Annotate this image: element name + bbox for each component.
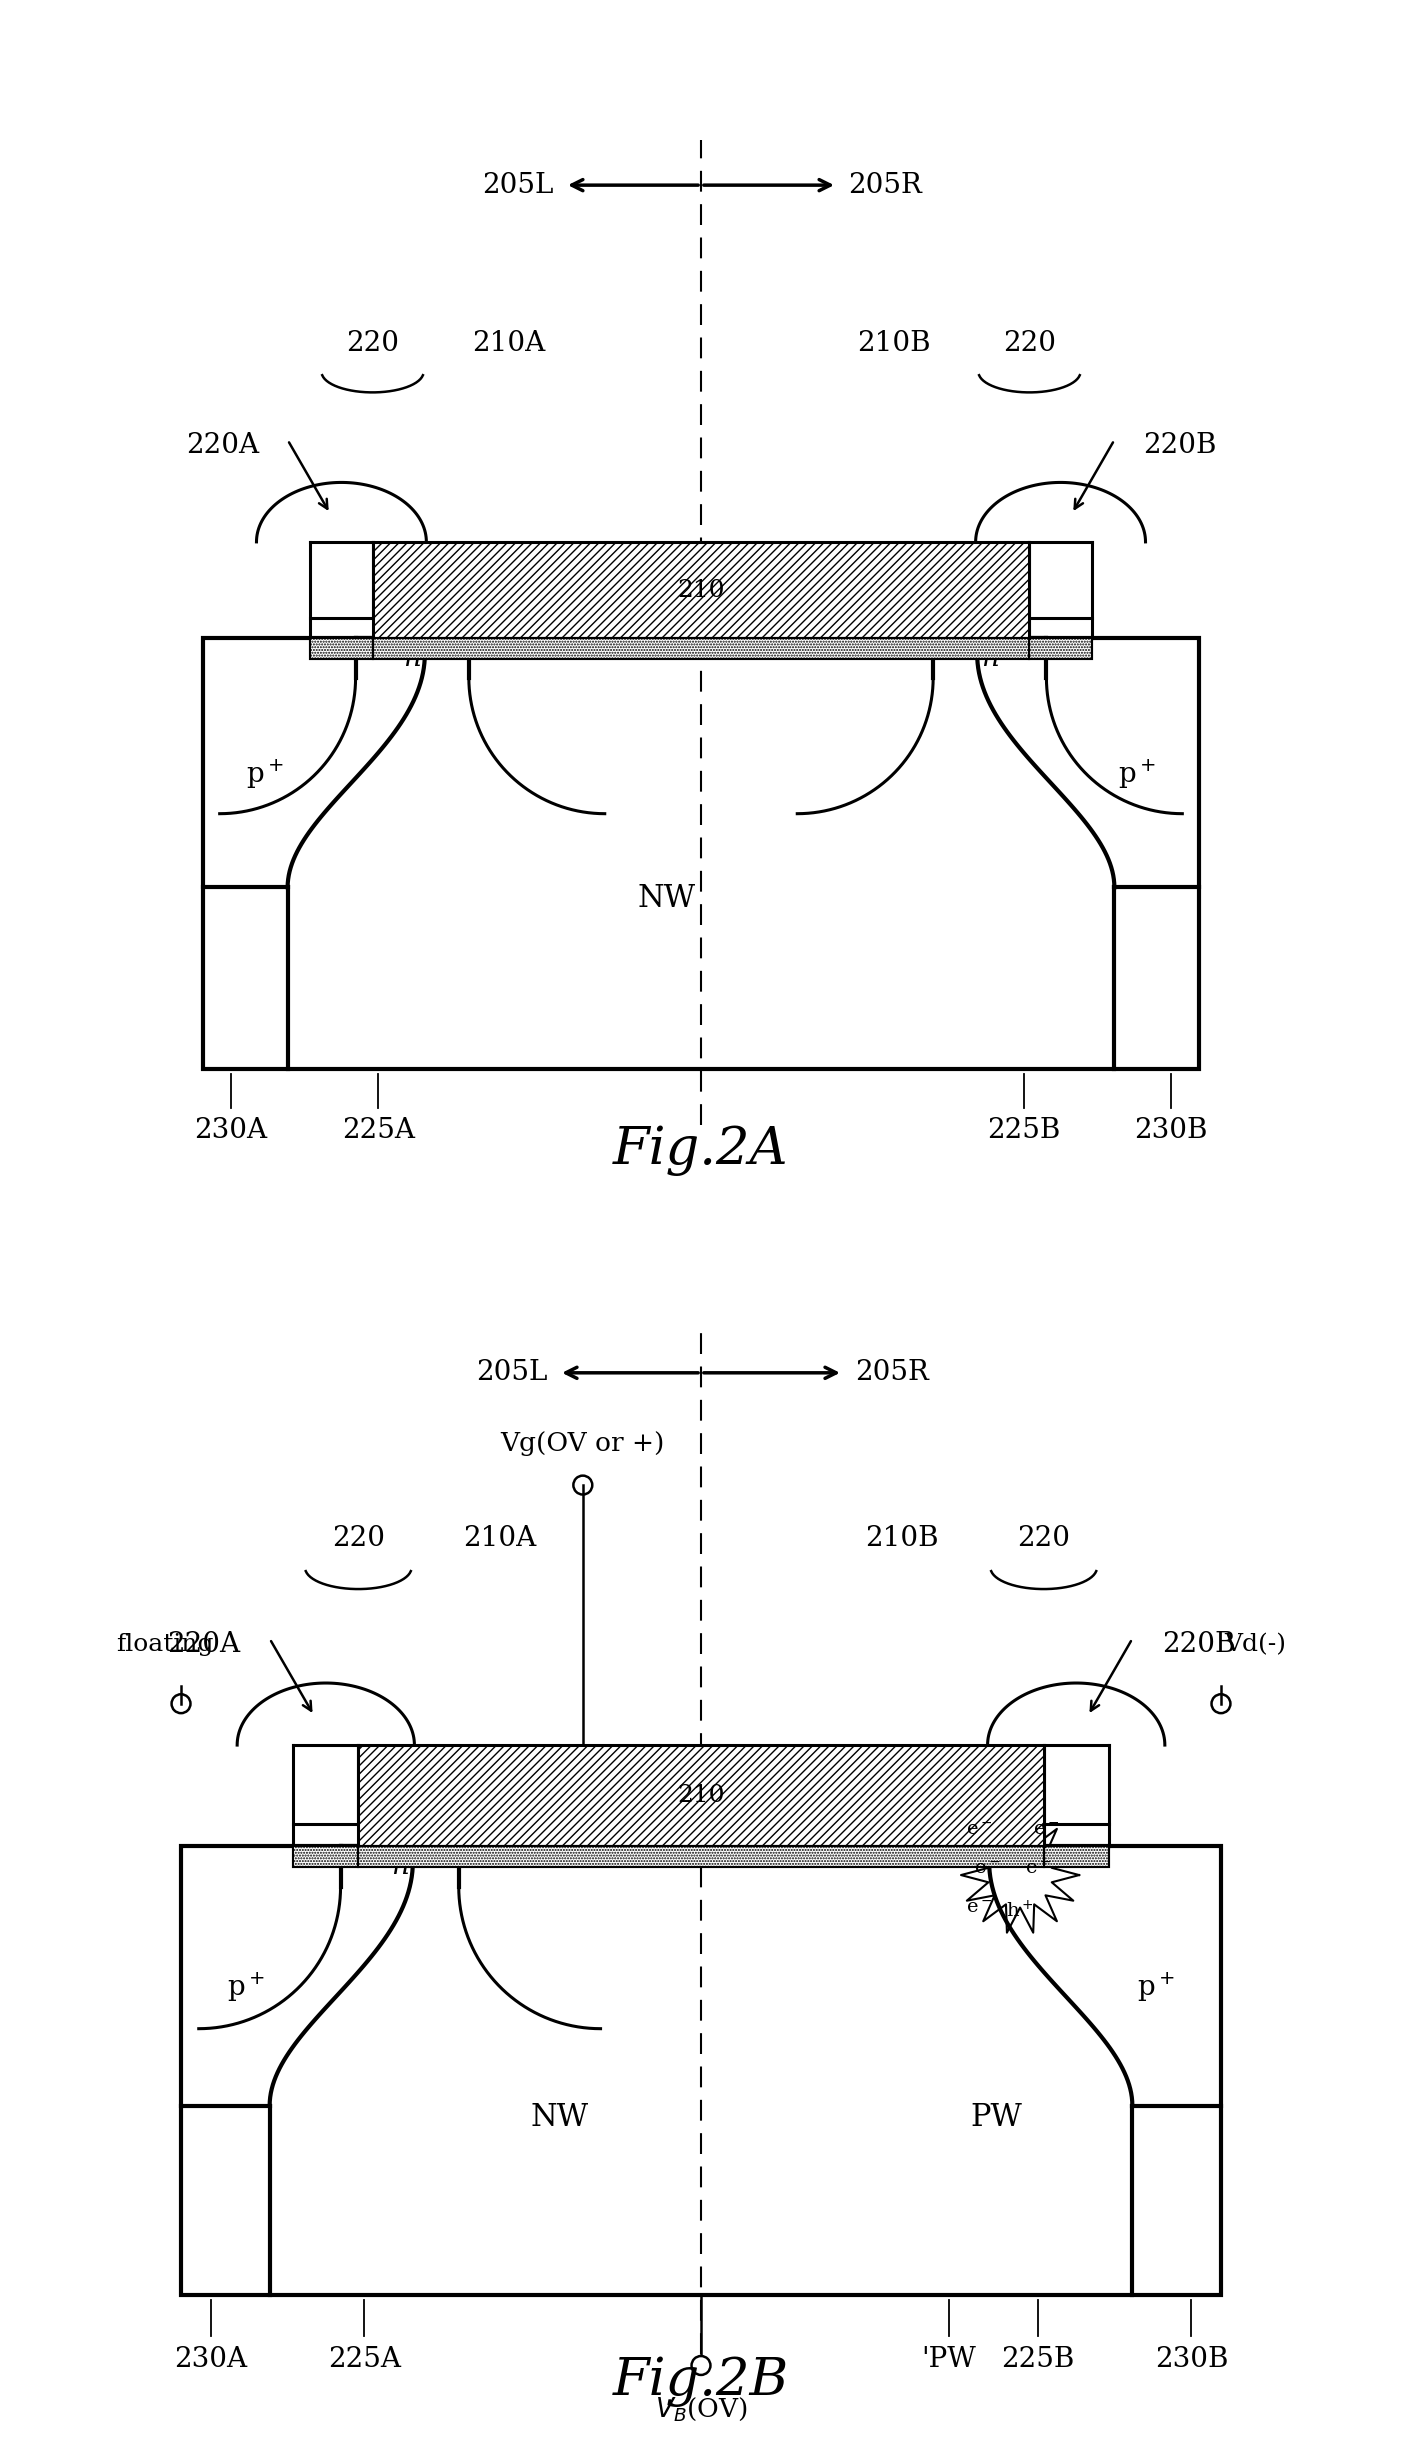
Bar xyxy=(1043,1846,1109,1866)
Text: 220A: 220A xyxy=(167,1632,240,1657)
Bar xyxy=(293,1846,359,1866)
Text: e$^-$: e$^-$ xyxy=(1025,1861,1052,1879)
Text: NW: NW xyxy=(530,2103,589,2132)
Text: e$^-$: e$^-$ xyxy=(966,1822,991,1839)
Text: p$^+$: p$^+$ xyxy=(245,758,285,790)
Bar xyxy=(1029,638,1092,657)
Text: Vg(OV or +): Vg(OV or +) xyxy=(501,1430,665,1455)
Text: floating: floating xyxy=(116,1632,213,1657)
Text: 220A: 220A xyxy=(186,433,259,458)
Text: 220: 220 xyxy=(346,330,400,357)
Text: e$^-$: e$^-$ xyxy=(966,1898,991,1918)
Bar xyxy=(310,638,373,657)
Text: 220B: 220B xyxy=(1162,1632,1235,1657)
Bar xyxy=(373,542,1029,638)
Text: e$^-$: e$^-$ xyxy=(974,1861,1000,1879)
Text: 210: 210 xyxy=(677,1785,725,1807)
Text: p$^+$: p$^+$ xyxy=(1137,1970,1175,2004)
Text: Fig.2A: Fig.2A xyxy=(613,1125,789,1177)
Text: 205L: 205L xyxy=(477,1359,547,1386)
Text: 'PW: 'PW xyxy=(921,2346,977,2373)
Text: 220B: 220B xyxy=(1143,433,1216,458)
Text: $V_B$(OV): $V_B$(OV) xyxy=(655,2396,747,2423)
Text: 220: 220 xyxy=(1002,330,1056,357)
Text: Fig.2B: Fig.2B xyxy=(613,2356,789,2408)
Text: 205R: 205R xyxy=(848,172,923,199)
Text: 230B: 230B xyxy=(1134,1118,1207,1145)
Text: 230A: 230A xyxy=(195,1118,268,1145)
Bar xyxy=(373,638,1029,657)
Bar xyxy=(359,1846,1043,1866)
Text: p$^+$: p$^+$ xyxy=(227,1970,265,2004)
Text: 210B: 210B xyxy=(865,1524,939,1551)
Text: 230A: 230A xyxy=(174,2346,247,2373)
Text: NW: NW xyxy=(638,884,695,913)
Text: 225B: 225B xyxy=(987,1118,1060,1145)
Text: 210B: 210B xyxy=(857,330,931,357)
Text: h$^+$: h$^+$ xyxy=(1007,1901,1033,1920)
Text: 210A: 210A xyxy=(464,1524,537,1551)
Bar xyxy=(359,1746,1043,1846)
Text: 205L: 205L xyxy=(482,172,554,199)
Text: 210: 210 xyxy=(677,579,725,601)
Text: 225A: 225A xyxy=(342,1118,415,1145)
Text: 220: 220 xyxy=(332,1524,384,1551)
Text: n: n xyxy=(391,1854,408,1881)
Bar xyxy=(203,638,1199,1069)
Text: n: n xyxy=(404,645,421,672)
Text: p$^+$: p$^+$ xyxy=(1117,758,1157,790)
Text: 205R: 205R xyxy=(855,1359,928,1386)
Text: 225A: 225A xyxy=(328,2346,401,2373)
Text: 210A: 210A xyxy=(472,330,545,357)
Text: e$^-$: e$^-$ xyxy=(1033,1822,1060,1839)
Bar xyxy=(181,1846,1221,2295)
Text: 225B: 225B xyxy=(1001,2346,1074,2373)
Text: Vd(-): Vd(-) xyxy=(1224,1632,1286,1657)
Text: 230B: 230B xyxy=(1155,2346,1228,2373)
Text: PW: PW xyxy=(970,2103,1022,2132)
Text: n: n xyxy=(981,645,998,672)
Text: 220: 220 xyxy=(1018,1524,1070,1551)
